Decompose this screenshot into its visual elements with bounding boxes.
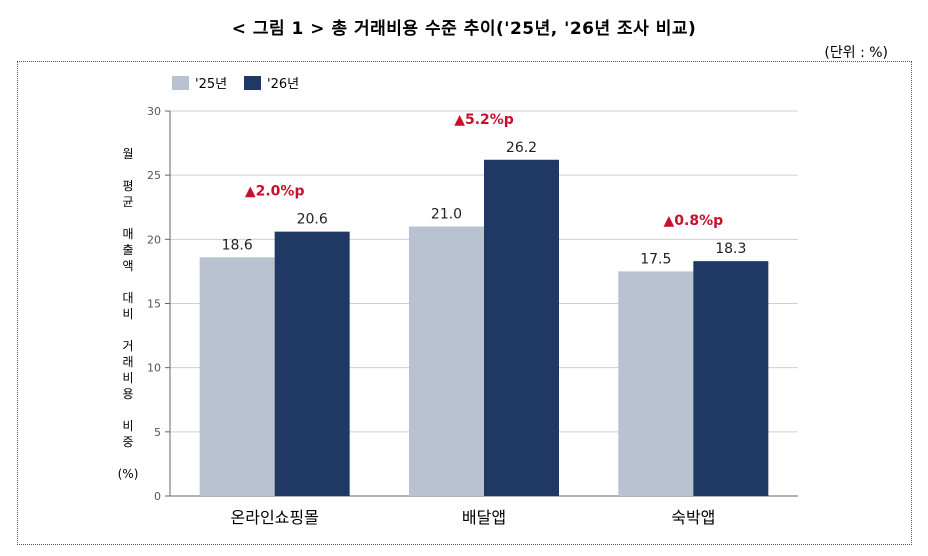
chart-frame xyxy=(17,61,912,545)
y-axis-label: 평 xyxy=(122,179,133,193)
y-tick-label: 15 xyxy=(147,298,161,311)
data-label: 26.2 xyxy=(506,140,537,156)
bar xyxy=(274,231,350,496)
legend-swatch xyxy=(172,76,189,90)
y-tick-label: 30 xyxy=(147,105,161,118)
change-annotation: ▲0.8%p xyxy=(664,213,724,229)
data-label: 18.6 xyxy=(222,237,253,253)
y-axis-label: (%) xyxy=(118,467,139,481)
bar xyxy=(693,261,769,496)
bar xyxy=(199,257,275,496)
y-tick-label: 0 xyxy=(154,490,161,503)
unit-note: (단위 : %) xyxy=(824,45,888,61)
y-axis-label: 용 xyxy=(122,387,133,401)
y-tick-label: 10 xyxy=(147,362,161,375)
y-axis-label: 래 xyxy=(122,355,133,369)
x-tick-label: 온라인쇼핑몰 xyxy=(231,508,319,527)
x-tick-label: 숙박앱 xyxy=(671,508,715,527)
y-tick-label: 25 xyxy=(147,169,161,182)
y-axis-label: 월 xyxy=(122,147,133,161)
y-axis-label: 비 xyxy=(122,419,133,433)
y-axis-label: 거 xyxy=(122,339,133,353)
change-annotation: ▲5.2%p xyxy=(454,112,514,128)
data-label: 21.0 xyxy=(431,207,462,223)
y-axis-label: 출 xyxy=(122,243,133,257)
y-axis-label: 매 xyxy=(122,227,133,241)
y-axis-label: 액 xyxy=(122,259,133,273)
bar xyxy=(409,226,484,496)
y-axis-label: 대 xyxy=(122,291,133,305)
x-tick-label: 배달앱 xyxy=(462,508,506,527)
bar xyxy=(618,271,694,496)
y-axis-label: 중 xyxy=(122,435,133,449)
y-axis-label: 균 xyxy=(122,195,133,209)
legend-swatch xyxy=(244,76,261,90)
legend-label: '25년 xyxy=(195,77,227,92)
bar xyxy=(484,159,559,496)
data-label: 17.5 xyxy=(640,251,671,267)
data-label: 18.3 xyxy=(715,241,746,257)
chart-title: < 그림 1 > 총 거래비용 수준 추이('25년, '26년 조사 비교) xyxy=(231,19,697,39)
y-axis-label: 비 xyxy=(122,371,133,385)
change-annotation: ▲2.0%p xyxy=(245,184,305,200)
y-tick-label: 20 xyxy=(147,233,161,246)
legend-label: '26년 xyxy=(267,77,299,92)
y-axis-label: 비 xyxy=(122,307,133,321)
y-tick-label: 5 xyxy=(154,426,161,439)
data-label: 20.6 xyxy=(297,212,328,228)
